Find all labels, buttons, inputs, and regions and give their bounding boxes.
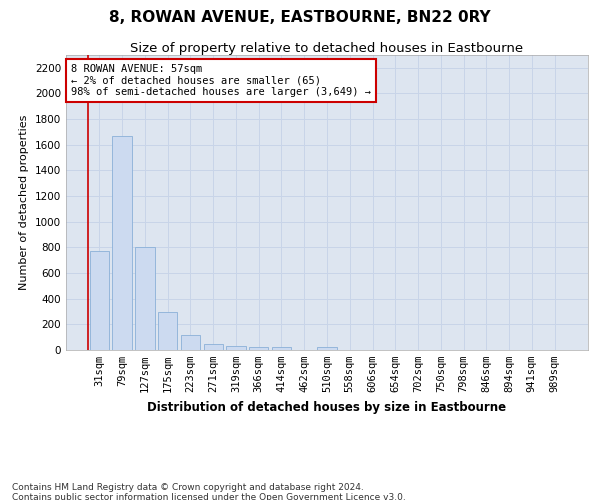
Bar [249, 348, 268, 350]
Bar [272, 348, 291, 350]
Bar [90, 251, 109, 350]
Text: Contains public sector information licensed under the Open Government Licence v3: Contains public sector information licen… [12, 492, 406, 500]
Y-axis label: Number of detached properties: Number of detached properties [19, 115, 29, 290]
Bar [112, 136, 132, 350]
Text: 8 ROWAN AVENUE: 57sqm
← 2% of detached houses are smaller (65)
98% of semi-detac: 8 ROWAN AVENUE: 57sqm ← 2% of detached h… [71, 64, 371, 97]
Bar [203, 344, 223, 350]
Text: Contains HM Land Registry data © Crown copyright and database right 2024.: Contains HM Land Registry data © Crown c… [12, 482, 364, 492]
Title: Size of property relative to detached houses in Eastbourne: Size of property relative to detached ho… [130, 42, 524, 55]
Bar [135, 248, 155, 350]
Bar [181, 336, 200, 350]
Bar [226, 346, 245, 350]
Text: 8, ROWAN AVENUE, EASTBOURNE, BN22 0RY: 8, ROWAN AVENUE, EASTBOURNE, BN22 0RY [109, 10, 491, 25]
Bar [317, 347, 337, 350]
X-axis label: Distribution of detached houses by size in Eastbourne: Distribution of detached houses by size … [148, 400, 506, 413]
Bar [158, 312, 178, 350]
